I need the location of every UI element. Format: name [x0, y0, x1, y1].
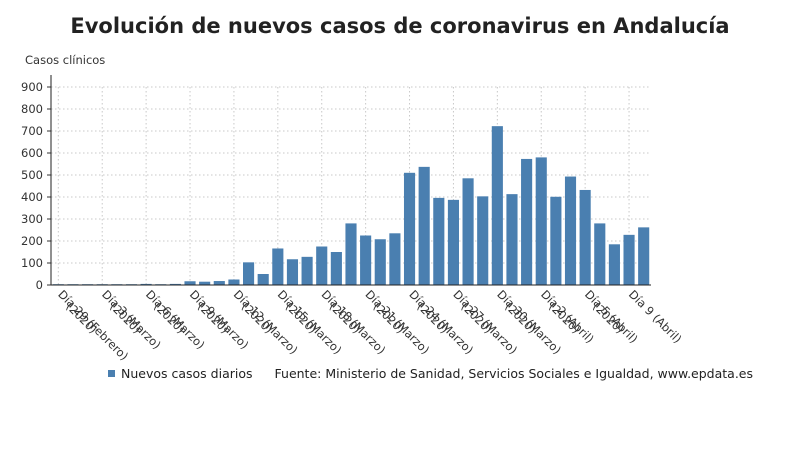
y-tick-label: 200 — [21, 234, 43, 248]
y-axis-label: Casos clínicos — [25, 53, 105, 67]
bar — [345, 223, 357, 285]
x-tick-labels: Día 29 (Febrero)(2020)Día 3 (Marzo)(2020… — [55, 287, 684, 363]
bar — [433, 197, 445, 285]
y-tick-label: 100 — [21, 256, 43, 270]
bar — [594, 223, 606, 285]
y-tick-label: 300 — [21, 212, 43, 226]
source-text: Fuente: Ministerio de Sanidad, Servicios… — [274, 366, 754, 381]
y-tick-label: 400 — [21, 190, 43, 204]
bar — [243, 262, 255, 285]
bar — [521, 158, 533, 285]
bar — [535, 157, 547, 285]
legend-swatch — [108, 370, 115, 377]
bar — [257, 274, 269, 285]
y-tick-label: 800 — [21, 102, 43, 116]
bar — [447, 199, 459, 285]
bar — [184, 281, 196, 285]
bar — [491, 126, 503, 285]
bar — [169, 283, 181, 285]
bar — [330, 252, 342, 285]
y-tick-label: 500 — [21, 168, 43, 182]
bar — [374, 239, 386, 285]
bar — [506, 194, 518, 285]
bar — [316, 246, 328, 285]
legend: Nuevos casos diarios Fuente: Ministerio … — [108, 366, 753, 381]
bar — [477, 196, 489, 285]
bars — [52, 126, 650, 285]
chart-title: Evolución de nuevos casos de coronavirus… — [70, 14, 730, 38]
bar — [140, 283, 152, 285]
y-tick-label: 900 — [21, 80, 43, 94]
bar — [579, 189, 591, 285]
bar — [213, 281, 225, 285]
y-tick-label: 700 — [21, 124, 43, 138]
bar — [199, 281, 211, 285]
bar — [418, 166, 430, 285]
bar — [228, 279, 240, 285]
y-tick-label: 600 — [21, 146, 43, 160]
bar — [389, 233, 401, 285]
bar — [564, 176, 577, 285]
y-tick-label: 0 — [36, 278, 43, 292]
bar — [638, 227, 650, 285]
bar — [623, 234, 635, 285]
bar — [272, 248, 284, 285]
axes — [47, 75, 651, 286]
legend-label: Nuevos casos diarios — [121, 366, 253, 381]
bar — [301, 256, 313, 285]
y-tick-labels: 0 100 200 300 400 500 600 700 800 900 — [21, 80, 43, 292]
bar — [403, 172, 416, 285]
bar — [550, 196, 562, 285]
bar — [462, 178, 474, 285]
bar — [286, 259, 299, 285]
bar — [608, 244, 620, 285]
bar — [360, 235, 372, 285]
